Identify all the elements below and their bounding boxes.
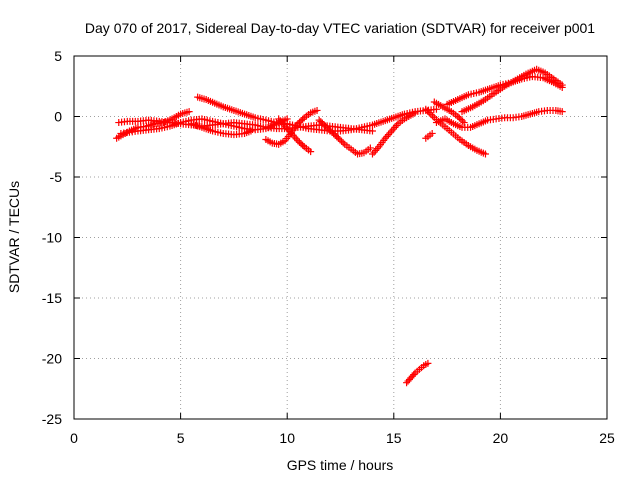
data-point bbox=[373, 145, 381, 153]
x-tick-label: 25 bbox=[599, 430, 615, 446]
data-point bbox=[368, 150, 376, 158]
data-point bbox=[320, 121, 328, 129]
grid bbox=[74, 56, 607, 419]
series-track-k bbox=[432, 106, 566, 131]
data-point bbox=[330, 130, 338, 138]
data-point bbox=[428, 129, 436, 137]
x-tick-label: 0 bbox=[70, 430, 78, 446]
data-point bbox=[558, 108, 566, 116]
y-axis-label: SDTVAR / TECUs bbox=[6, 181, 22, 293]
data-point bbox=[425, 109, 433, 117]
axis-ticks: 0 5 10 15 20 25 5 0 -5 -10 -15 -20 -25 bbox=[42, 48, 615, 446]
series-track-h bbox=[315, 116, 374, 158]
x-tick-label: 20 bbox=[493, 430, 509, 446]
data-point bbox=[432, 105, 440, 113]
data-point bbox=[247, 127, 255, 135]
y-tick-label: -25 bbox=[42, 411, 62, 427]
data-point bbox=[317, 118, 325, 126]
data-point bbox=[307, 148, 315, 156]
data-point bbox=[460, 119, 468, 127]
data-point bbox=[424, 359, 432, 367]
y-tick-label: -20 bbox=[42, 351, 62, 367]
y-tick-label: 0 bbox=[54, 109, 62, 125]
data-point bbox=[185, 108, 193, 116]
series-track-l bbox=[443, 73, 566, 108]
data-point bbox=[297, 117, 305, 125]
data-point bbox=[326, 127, 334, 135]
data-point bbox=[331, 131, 339, 139]
data-point bbox=[295, 118, 303, 126]
data-point bbox=[313, 106, 321, 114]
y-tick-label: 5 bbox=[54, 48, 62, 64]
data-point bbox=[328, 128, 336, 136]
data-point bbox=[297, 140, 305, 148]
series-track-m bbox=[458, 65, 566, 116]
series-track-i bbox=[368, 109, 419, 158]
series-track-f bbox=[262, 106, 321, 148]
series-track-n bbox=[430, 98, 468, 127]
data-point bbox=[334, 134, 342, 142]
data-point bbox=[294, 137, 302, 145]
data-point bbox=[386, 129, 394, 137]
chart-title: Day 070 of 2017, Sidereal Day-to-day VTE… bbox=[85, 20, 595, 36]
data-point bbox=[383, 132, 391, 140]
data-point bbox=[295, 138, 303, 146]
x-tick-label: 5 bbox=[177, 430, 185, 446]
data-point bbox=[423, 107, 431, 115]
plot-border bbox=[73, 55, 608, 420]
data-point bbox=[339, 139, 347, 147]
data-point bbox=[299, 115, 307, 123]
data-point bbox=[366, 144, 374, 152]
series-track-p bbox=[422, 129, 436, 142]
data-point bbox=[333, 133, 341, 141]
data-point bbox=[325, 125, 333, 133]
data-point bbox=[457, 116, 465, 124]
data-point bbox=[315, 116, 323, 124]
y-tick-label: -5 bbox=[50, 169, 63, 185]
x-tick-label: 10 bbox=[279, 430, 295, 446]
data-point bbox=[459, 117, 467, 125]
data-point bbox=[318, 119, 326, 127]
data-point bbox=[427, 110, 435, 118]
series-track-g bbox=[275, 115, 315, 156]
data-point bbox=[429, 112, 437, 120]
series-track-e bbox=[187, 120, 255, 139]
data-point bbox=[323, 124, 331, 132]
data-point bbox=[336, 136, 344, 144]
data-point bbox=[292, 135, 300, 143]
data-point bbox=[368, 127, 376, 135]
y-tick-label: -10 bbox=[42, 230, 62, 246]
data-point bbox=[391, 123, 399, 131]
data-point bbox=[410, 371, 418, 379]
data-point bbox=[299, 141, 307, 149]
data-point bbox=[322, 122, 330, 130]
data-point bbox=[384, 131, 392, 139]
data-point bbox=[558, 81, 566, 89]
x-axis-label: GPS time / hours bbox=[287, 457, 394, 473]
data-point bbox=[422, 105, 430, 113]
data-point bbox=[389, 125, 397, 133]
data-point bbox=[481, 150, 489, 158]
data-point bbox=[338, 137, 346, 145]
data-points bbox=[113, 65, 566, 387]
x-tick-label: 15 bbox=[386, 430, 402, 446]
data-point bbox=[411, 109, 419, 117]
series-track-o bbox=[403, 359, 432, 387]
data-point bbox=[455, 114, 463, 122]
data-point bbox=[454, 113, 462, 120]
y-tick-label: -15 bbox=[42, 290, 62, 306]
data-point bbox=[294, 120, 302, 128]
